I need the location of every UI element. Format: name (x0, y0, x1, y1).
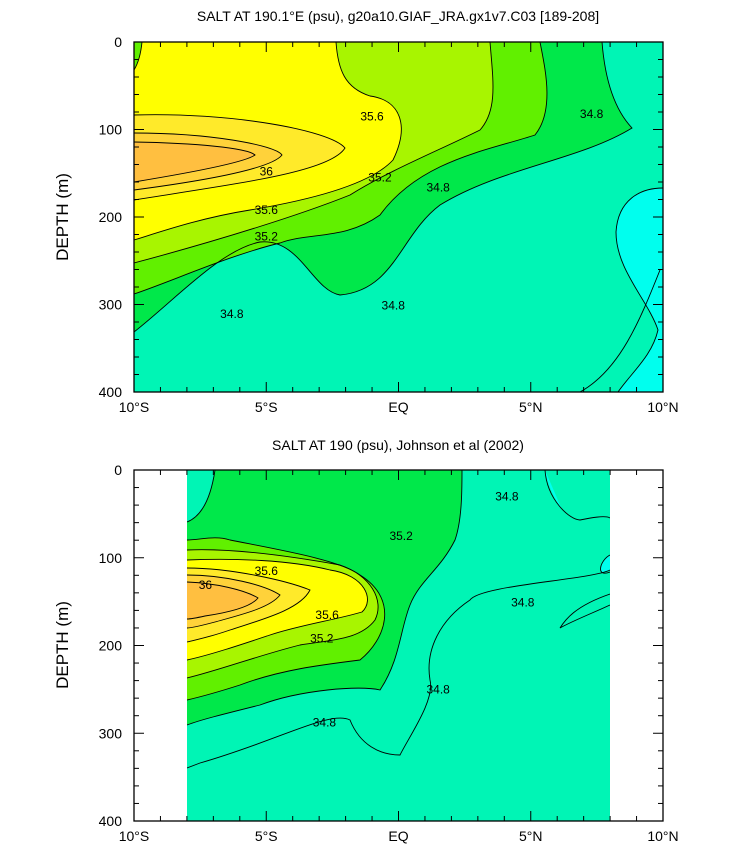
bottom-panel-observations: 34.8 35.2 35.6 36 35.6 35.2 34.8 34.8 34.8 10°S 5… (53, 437, 679, 844)
bottom-contour-label: 34.8 (313, 716, 337, 730)
top-contour-label: 34.8 (580, 107, 604, 121)
top-contour-labels: 35.6 36 35.2 34.8 34.8 35.6 35.2 34.8 34.8 (220, 107, 603, 321)
top-fill-corner (134, 42, 142, 70)
top-panel-model: 35.6 36 35.2 34.8 34.8 35.6 35.2 34.8 34.8 10°S 5… (53, 8, 679, 415)
bottom-x-tick-label: 5°S (255, 828, 278, 844)
top-x-tick-label: 5°N (519, 399, 543, 415)
bottom-contour-label: 35.6 (255, 564, 279, 578)
bottom-contour-label: 34.8 (511, 596, 535, 610)
bottom-contour-label: 35.2 (389, 529, 413, 543)
bottom-contour-label: 35.2 (310, 631, 334, 645)
top-x-tick-label: EQ (388, 399, 408, 415)
top-contour-lines (134, 42, 663, 392)
top-y-tick-label: 200 (99, 209, 123, 225)
top-y-tick-label: 400 (99, 384, 123, 400)
bottom-x-tick-label: 5°N (519, 828, 543, 844)
bottom-y-tick-label: 300 (99, 725, 123, 741)
bottom-x-tick-label: EQ (388, 828, 408, 844)
bottom-contour-label: 34.8 (426, 682, 450, 696)
bottom-fill-band-8 (187, 582, 258, 619)
top-contour-label: 34.8 (382, 298, 406, 312)
top-title: SALT AT 190.1°E (psu), g20a10.GIAF_JRA.g… (197, 8, 599, 24)
top-y-tick-label: 0 (114, 34, 122, 50)
top-axis-ticks: 10°S 5°S EQ 5°N 10°N 0 100 200 300 400 (99, 34, 679, 415)
bottom-contour-label: 36 (199, 578, 213, 592)
bottom-contour-lines (187, 470, 610, 769)
top-contour-label: 34.8 (220, 307, 244, 321)
bottom-y-tick-label: 400 (99, 813, 123, 829)
bottom-y-tick-label: 200 (99, 638, 123, 654)
bottom-x-tick-label: 10°N (647, 828, 678, 844)
top-contour-label: 35.2 (255, 229, 279, 243)
top-x-tick-label: 10°S (119, 399, 150, 415)
top-contour-label: 36 (260, 165, 274, 179)
top-contour-label: 34.8 (426, 180, 450, 194)
top-contour-label: 35.6 (255, 203, 279, 217)
bottom-y-tick-label: 100 (99, 550, 123, 566)
top-fill-band-8 (134, 142, 255, 182)
bottom-contour-label: 34.8 (495, 489, 519, 503)
top-y-tick-label: 300 (99, 297, 123, 313)
top-y-axis-title: DEPTH (m) (53, 173, 72, 261)
bottom-y-tick-label: 0 (114, 462, 122, 478)
top-contour-label: 35.2 (368, 171, 392, 185)
top-y-tick-label: 100 (99, 122, 123, 138)
top-contour-label: 35.6 (360, 109, 384, 123)
top-x-tick-label: 10°N (647, 399, 678, 415)
bottom-contour-label: 35.6 (315, 608, 339, 622)
top-x-tick-label: 5°S (255, 399, 278, 415)
bottom-x-tick-label: 10°S (119, 828, 150, 844)
bottom-y-axis-title: DEPTH (m) (53, 601, 72, 689)
bottom-axis-ticks: 10°S 5°S EQ 5°N 10°N 0 100 200 300 400 (99, 462, 679, 844)
bottom-fill-corner (187, 470, 215, 522)
bottom-contour-labels: 34.8 35.2 35.6 36 35.6 35.2 34.8 34.8 34.8 (199, 489, 535, 729)
bottom-title: SALT AT 190 (psu), Johnson et al (2002) (272, 437, 524, 453)
